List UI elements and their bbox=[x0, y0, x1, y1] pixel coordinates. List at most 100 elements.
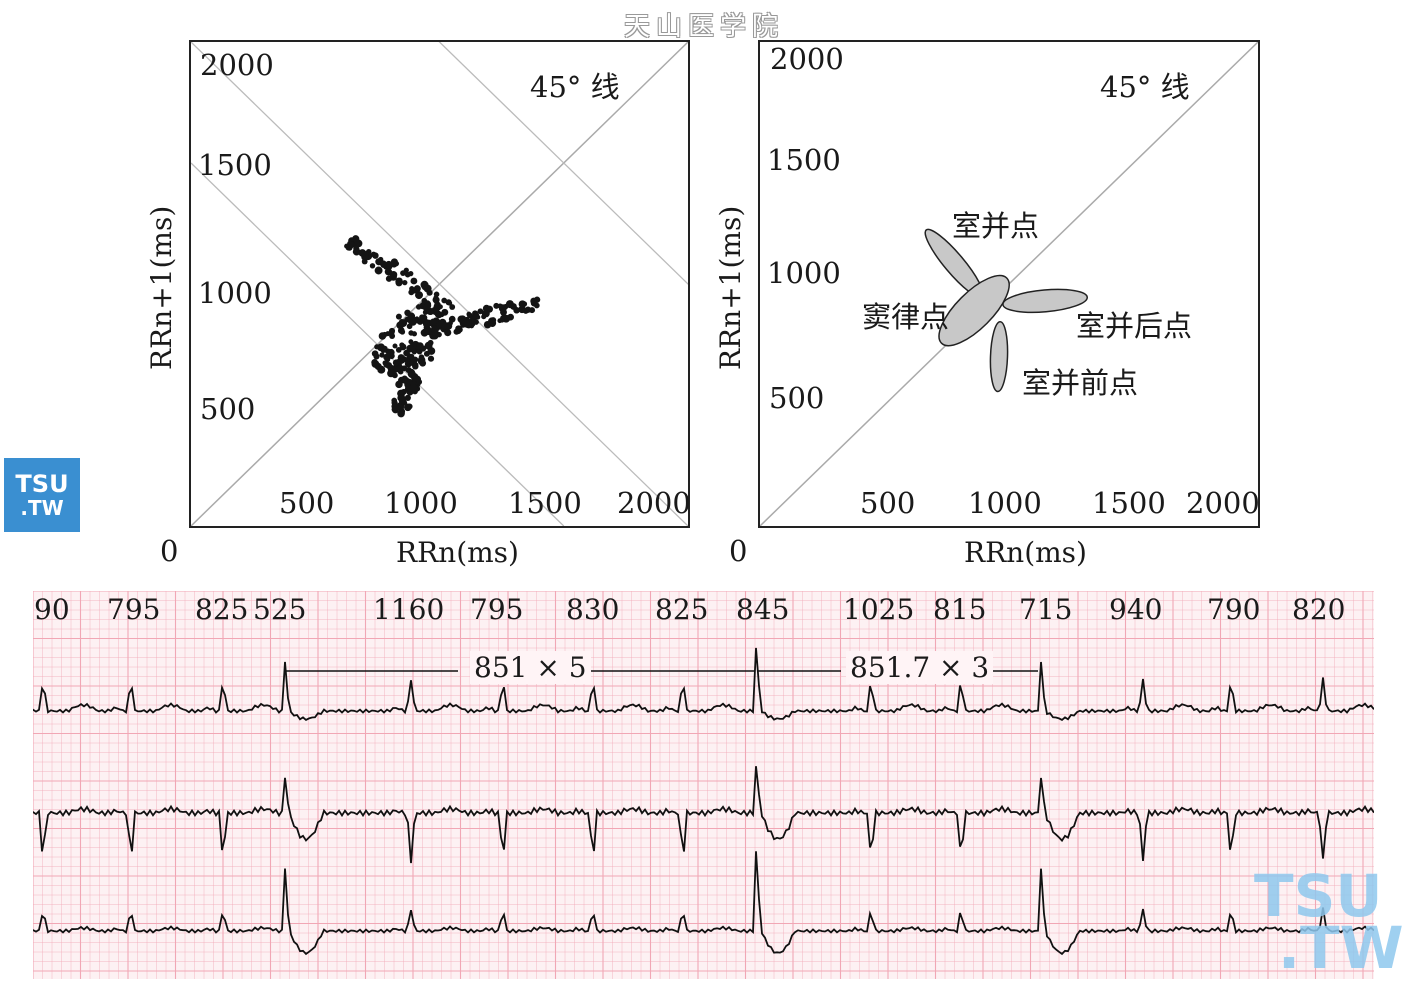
data-point bbox=[429, 318, 437, 326]
data-point bbox=[409, 384, 418, 392]
rr-interval-label: 525 bbox=[253, 593, 307, 626]
x-tick: 1500 bbox=[508, 486, 582, 520]
data-point bbox=[423, 305, 429, 312]
y-tick: 1500 bbox=[198, 148, 272, 182]
data-point bbox=[522, 307, 529, 314]
data-point bbox=[369, 263, 376, 269]
ecg-strip bbox=[33, 591, 1374, 979]
data-point bbox=[426, 289, 433, 296]
rr-interval-label: 1160 bbox=[373, 593, 445, 626]
rr-interval-label: 825 bbox=[195, 593, 249, 626]
rr-interval-label: 940 bbox=[1109, 593, 1163, 626]
data-point bbox=[395, 313, 402, 320]
right-schematic-plot bbox=[758, 40, 1260, 528]
data-point bbox=[352, 235, 360, 243]
data-point bbox=[375, 258, 383, 266]
data-point bbox=[399, 408, 406, 415]
data-point bbox=[411, 349, 417, 355]
iso-sum-line bbox=[191, 42, 688, 526]
data-point bbox=[427, 339, 434, 346]
rr-interval-label: 820 bbox=[1292, 593, 1346, 626]
data-point bbox=[397, 327, 405, 334]
y-tick: 2000 bbox=[200, 48, 274, 82]
data-point bbox=[402, 279, 408, 286]
data-point bbox=[406, 378, 413, 385]
cluster-region bbox=[1002, 288, 1088, 314]
data-point bbox=[411, 288, 417, 294]
watermark-text: .TW bbox=[20, 496, 64, 520]
region-label-pre-vpc: 室并前点 bbox=[1022, 366, 1139, 400]
ecg-trace-lead-1 bbox=[33, 647, 1374, 721]
data-point bbox=[404, 394, 411, 402]
data-point bbox=[420, 280, 429, 289]
rr-interval-label: 790 bbox=[1207, 593, 1261, 626]
data-point bbox=[427, 347, 436, 355]
data-point bbox=[348, 241, 355, 249]
data-point bbox=[399, 343, 407, 351]
interval-annotation: 851 × 5 bbox=[470, 651, 591, 684]
data-point bbox=[530, 297, 538, 305]
y-tick: 2000 bbox=[770, 42, 844, 76]
data-point bbox=[477, 308, 484, 315]
data-point bbox=[418, 354, 425, 360]
left-scatter-plot bbox=[189, 40, 690, 528]
data-point bbox=[384, 268, 393, 276]
data-point bbox=[371, 358, 378, 366]
data-point bbox=[473, 319, 479, 325]
data-point bbox=[370, 251, 377, 258]
origin-label: 0 bbox=[729, 534, 748, 568]
y-axis-label: RRn+1(ms) bbox=[145, 205, 178, 370]
data-point bbox=[528, 307, 536, 314]
region-label-post-vpc: 室并后点 bbox=[1076, 309, 1193, 343]
data-point bbox=[390, 258, 398, 266]
rr-interval-label: 715 bbox=[1019, 593, 1073, 626]
data-point bbox=[385, 275, 393, 282]
data-point bbox=[439, 312, 445, 318]
x-tick: 2000 bbox=[617, 486, 691, 520]
data-point bbox=[400, 270, 406, 276]
data-point bbox=[408, 330, 414, 336]
rr-interval-label: 845 bbox=[736, 593, 790, 626]
data-point bbox=[391, 406, 400, 414]
rr-interval-label: 90 bbox=[34, 593, 70, 626]
iso-sum-line bbox=[438, 42, 688, 285]
data-point bbox=[473, 312, 480, 319]
x-axis-label: RRn(ms) bbox=[396, 536, 519, 569]
data-point bbox=[373, 353, 380, 360]
data-point bbox=[400, 388, 407, 395]
x-axis-label: RRn(ms) bbox=[964, 536, 1087, 569]
ecg-trace-lead-2 bbox=[33, 766, 1374, 864]
data-point bbox=[407, 368, 415, 377]
y-tick: 1000 bbox=[767, 256, 841, 290]
data-point bbox=[499, 317, 505, 323]
data-point bbox=[416, 379, 423, 385]
rr-interval-label: 825 bbox=[655, 593, 709, 626]
data-point bbox=[406, 403, 413, 410]
diagonal-line-label: 45° 线 bbox=[1100, 70, 1190, 104]
interval-annotation: 851.7 × 3 bbox=[846, 651, 994, 684]
y-tick: 500 bbox=[769, 381, 825, 415]
data-point bbox=[433, 291, 440, 298]
data-point bbox=[399, 397, 407, 404]
data-point bbox=[408, 339, 414, 345]
data-point bbox=[425, 327, 433, 335]
rr-interval-label: 1025 bbox=[843, 593, 915, 626]
data-point bbox=[361, 258, 368, 265]
data-point bbox=[485, 305, 493, 313]
data-point bbox=[389, 333, 396, 339]
data-point bbox=[386, 263, 393, 270]
data-point bbox=[407, 314, 414, 322]
data-point bbox=[402, 378, 408, 384]
watermark-text: .TW bbox=[1278, 914, 1404, 982]
data-point bbox=[395, 277, 403, 285]
right-schematic-canvas bbox=[760, 42, 1258, 526]
watermark-logo-large: TSU .TW bbox=[1254, 867, 1404, 982]
data-point bbox=[449, 304, 456, 310]
diagonal-line-label: 45° 线 bbox=[530, 70, 620, 104]
x-tick: 2000 bbox=[1186, 486, 1260, 520]
data-point bbox=[410, 277, 418, 285]
x-tick: 500 bbox=[279, 486, 335, 520]
watermark-logo: TSU .TW bbox=[4, 458, 80, 532]
rr-interval-label: 815 bbox=[933, 593, 987, 626]
cluster-region bbox=[938, 274, 1010, 347]
